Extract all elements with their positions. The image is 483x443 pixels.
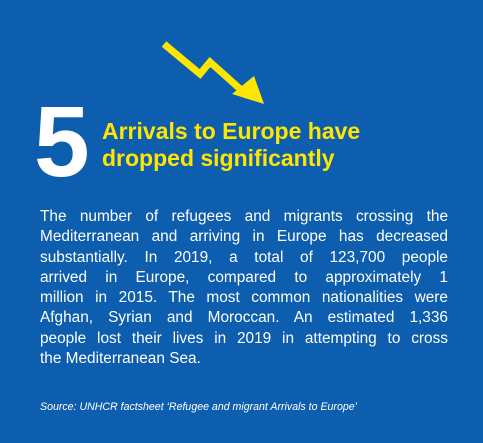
source-citation: Source: UNHCR factsheet ‘Refugee and mig… [40,401,357,413]
section-number: 5 [34,86,90,198]
body-line: the Mediterranean Sea. [40,350,201,368]
headline-line: Arrivals to Europe have [102,118,361,144]
body-line: million in 2015. The most common nationa… [40,289,448,307]
body-line: The number of refugees and migrants cros… [40,208,448,225]
trend-down-arrow-icon [161,41,264,104]
headline: Arrivals to Europe have dropped signific… [102,118,472,172]
body-line: Afghan, Syrian and Moroccan. An estimate… [40,309,448,327]
body-line: Mediterranean and arriving in Europe has… [40,228,448,246]
body-line: arrived in Europe, compared to approxima… [40,268,448,286]
body-paragraph: The number of refugees and migrants cros… [40,207,448,369]
headline-line: dropped significantly [102,145,335,171]
body-line: substantially. In 2019, a total of 123,7… [40,248,448,266]
body-line: people lost their lives in 2019 in attem… [40,329,448,347]
